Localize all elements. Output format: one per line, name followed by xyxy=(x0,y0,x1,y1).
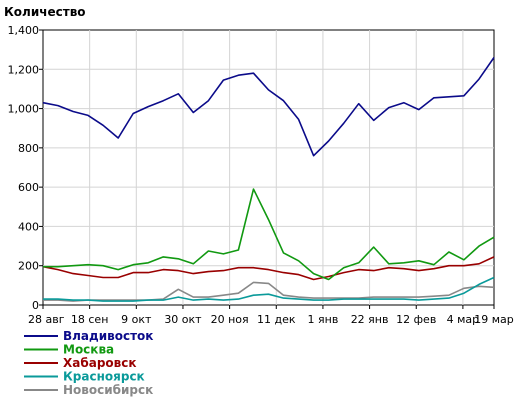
legend-label: Хабаровск xyxy=(63,356,137,370)
x-tick-label: 4 мар xyxy=(447,313,480,326)
x-tick-label: 28 авг xyxy=(28,313,65,326)
series-line xyxy=(43,188,495,281)
x-tick-label: 20 ноя xyxy=(211,313,249,326)
legend-label: Владивосток xyxy=(63,329,153,343)
y-tick-label: 600 xyxy=(18,181,39,194)
y-tick-label: 0 xyxy=(32,299,39,312)
x-tick-label: 22 янв xyxy=(351,313,389,326)
y-tick-label: 1,000 xyxy=(8,103,40,116)
series-lines xyxy=(42,57,495,302)
x-tick-label: 12 фев xyxy=(396,313,436,326)
legend-label: Москва xyxy=(63,343,114,357)
x-tick-label: 19 мар xyxy=(474,313,514,326)
y-ticks: 0 200 400 600 800 1,000 1,200 1,400 xyxy=(8,24,43,312)
x-tick-label: 1 янв xyxy=(308,313,339,326)
legend-label: Новосибирск xyxy=(63,383,153,397)
series-line xyxy=(43,276,495,302)
y-tick-label: 400 xyxy=(18,220,39,233)
plot-area xyxy=(42,29,495,306)
y-tick-label: 800 xyxy=(18,142,39,155)
y-axis-label: Количество xyxy=(4,5,86,19)
x-ticks: 28 авг 18 сен 9 окт 30 окт 20 ноя 11 дек 1 янв… xyxy=(28,305,514,326)
grid xyxy=(43,30,494,305)
series-line xyxy=(42,57,495,157)
x-tick-label: 30 окт xyxy=(164,313,202,326)
x-tick-label: 11 дек xyxy=(257,313,296,326)
legend-label: Красноярск xyxy=(63,370,145,384)
y-tick-label: 1,400 xyxy=(8,24,40,37)
legend: ВладивостокМоскваХабаровскКрасноярскНово… xyxy=(24,329,153,397)
y-tick-label: 1,200 xyxy=(8,63,40,76)
x-tick-label: 18 сен xyxy=(71,313,109,326)
y-tick-label: 200 xyxy=(18,260,39,273)
x-tick-label: 9 окт xyxy=(121,313,152,326)
series-line xyxy=(43,281,495,302)
series-line xyxy=(42,256,495,281)
